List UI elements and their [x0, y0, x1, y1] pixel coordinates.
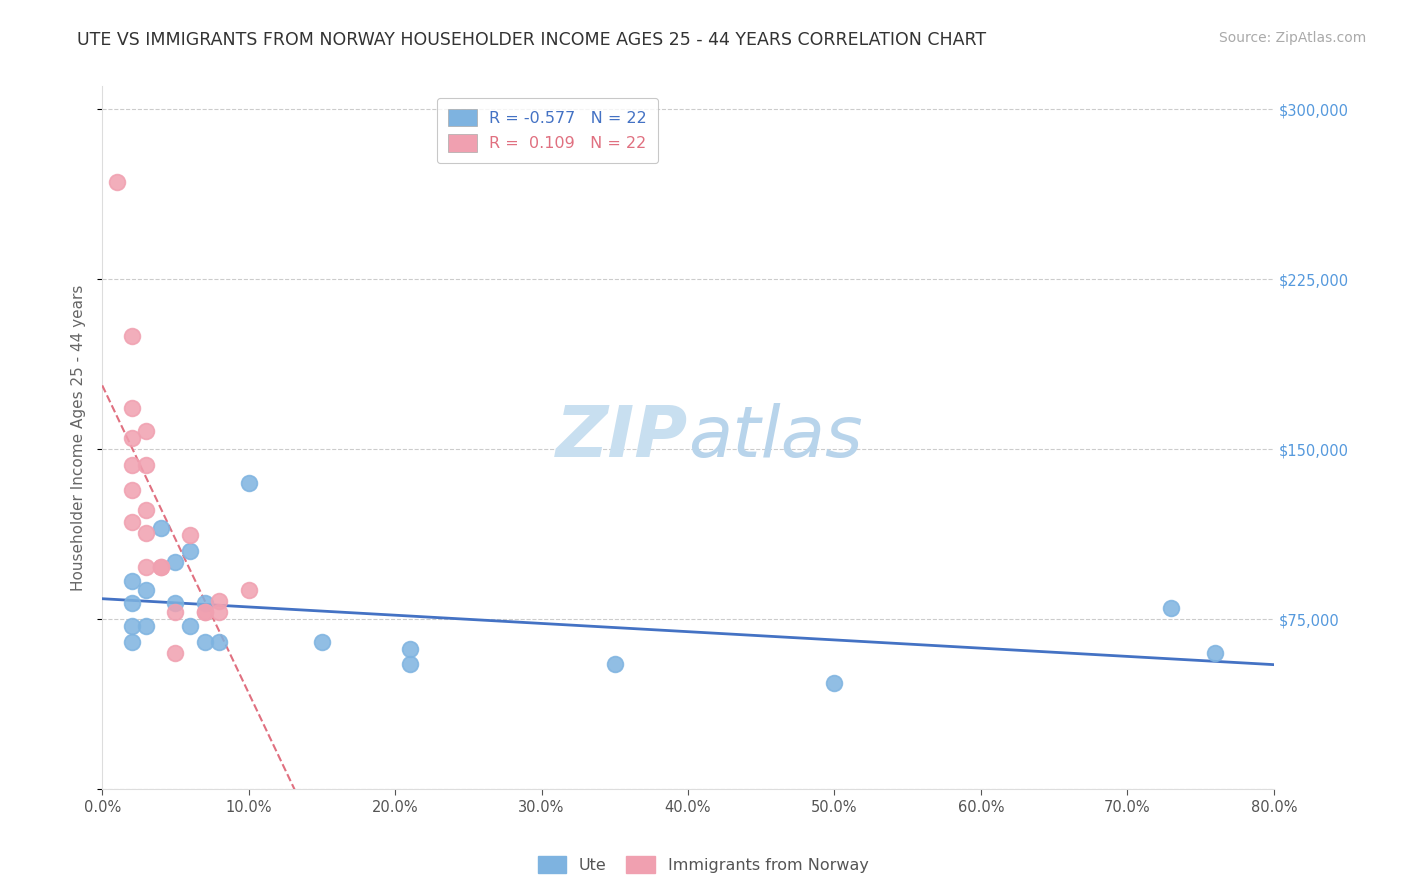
Legend: Ute, Immigrants from Norway: Ute, Immigrants from Norway	[531, 849, 875, 880]
Point	[135, 458, 157, 472]
Point	[165, 605, 187, 619]
Point	[179, 544, 201, 558]
Point	[208, 594, 231, 608]
Point	[603, 657, 626, 672]
Point	[398, 641, 420, 656]
Point	[135, 560, 157, 574]
Point	[208, 605, 231, 619]
Point	[121, 483, 143, 497]
Point	[165, 596, 187, 610]
Point	[121, 515, 143, 529]
Text: UTE VS IMMIGRANTS FROM NORWAY HOUSEHOLDER INCOME AGES 25 - 44 YEARS CORRELATION : UTE VS IMMIGRANTS FROM NORWAY HOUSEHOLDE…	[77, 31, 987, 49]
Point	[121, 596, 143, 610]
Legend: R = -0.577   N = 22, R =  0.109   N = 22: R = -0.577 N = 22, R = 0.109 N = 22	[437, 98, 658, 163]
Point	[165, 556, 187, 570]
Point	[121, 431, 143, 445]
Point	[194, 605, 217, 619]
Point	[238, 582, 260, 597]
Point	[149, 521, 172, 535]
Point	[194, 596, 217, 610]
Point	[135, 424, 157, 438]
Point	[121, 619, 143, 633]
Point	[824, 675, 846, 690]
Text: atlas: atlas	[688, 403, 863, 472]
Y-axis label: Householder Income Ages 25 - 44 years: Householder Income Ages 25 - 44 years	[72, 285, 86, 591]
Point	[194, 605, 217, 619]
Point	[121, 458, 143, 472]
Point	[135, 503, 157, 517]
Point	[208, 634, 231, 648]
Point	[149, 560, 172, 574]
Point	[238, 476, 260, 491]
Point	[398, 657, 420, 672]
Point	[105, 175, 128, 189]
Point	[194, 634, 217, 648]
Point	[1160, 600, 1182, 615]
Point	[135, 525, 157, 540]
Point	[135, 582, 157, 597]
Point	[179, 528, 201, 542]
Text: Source: ZipAtlas.com: Source: ZipAtlas.com	[1219, 31, 1367, 45]
Point	[121, 401, 143, 416]
Point	[121, 634, 143, 648]
Point	[165, 646, 187, 660]
Point	[121, 328, 143, 343]
Point	[1204, 646, 1226, 660]
Point	[179, 619, 201, 633]
Text: ZIP: ZIP	[555, 403, 688, 472]
Point	[311, 634, 333, 648]
Point	[121, 574, 143, 588]
Point	[135, 619, 157, 633]
Point	[149, 560, 172, 574]
